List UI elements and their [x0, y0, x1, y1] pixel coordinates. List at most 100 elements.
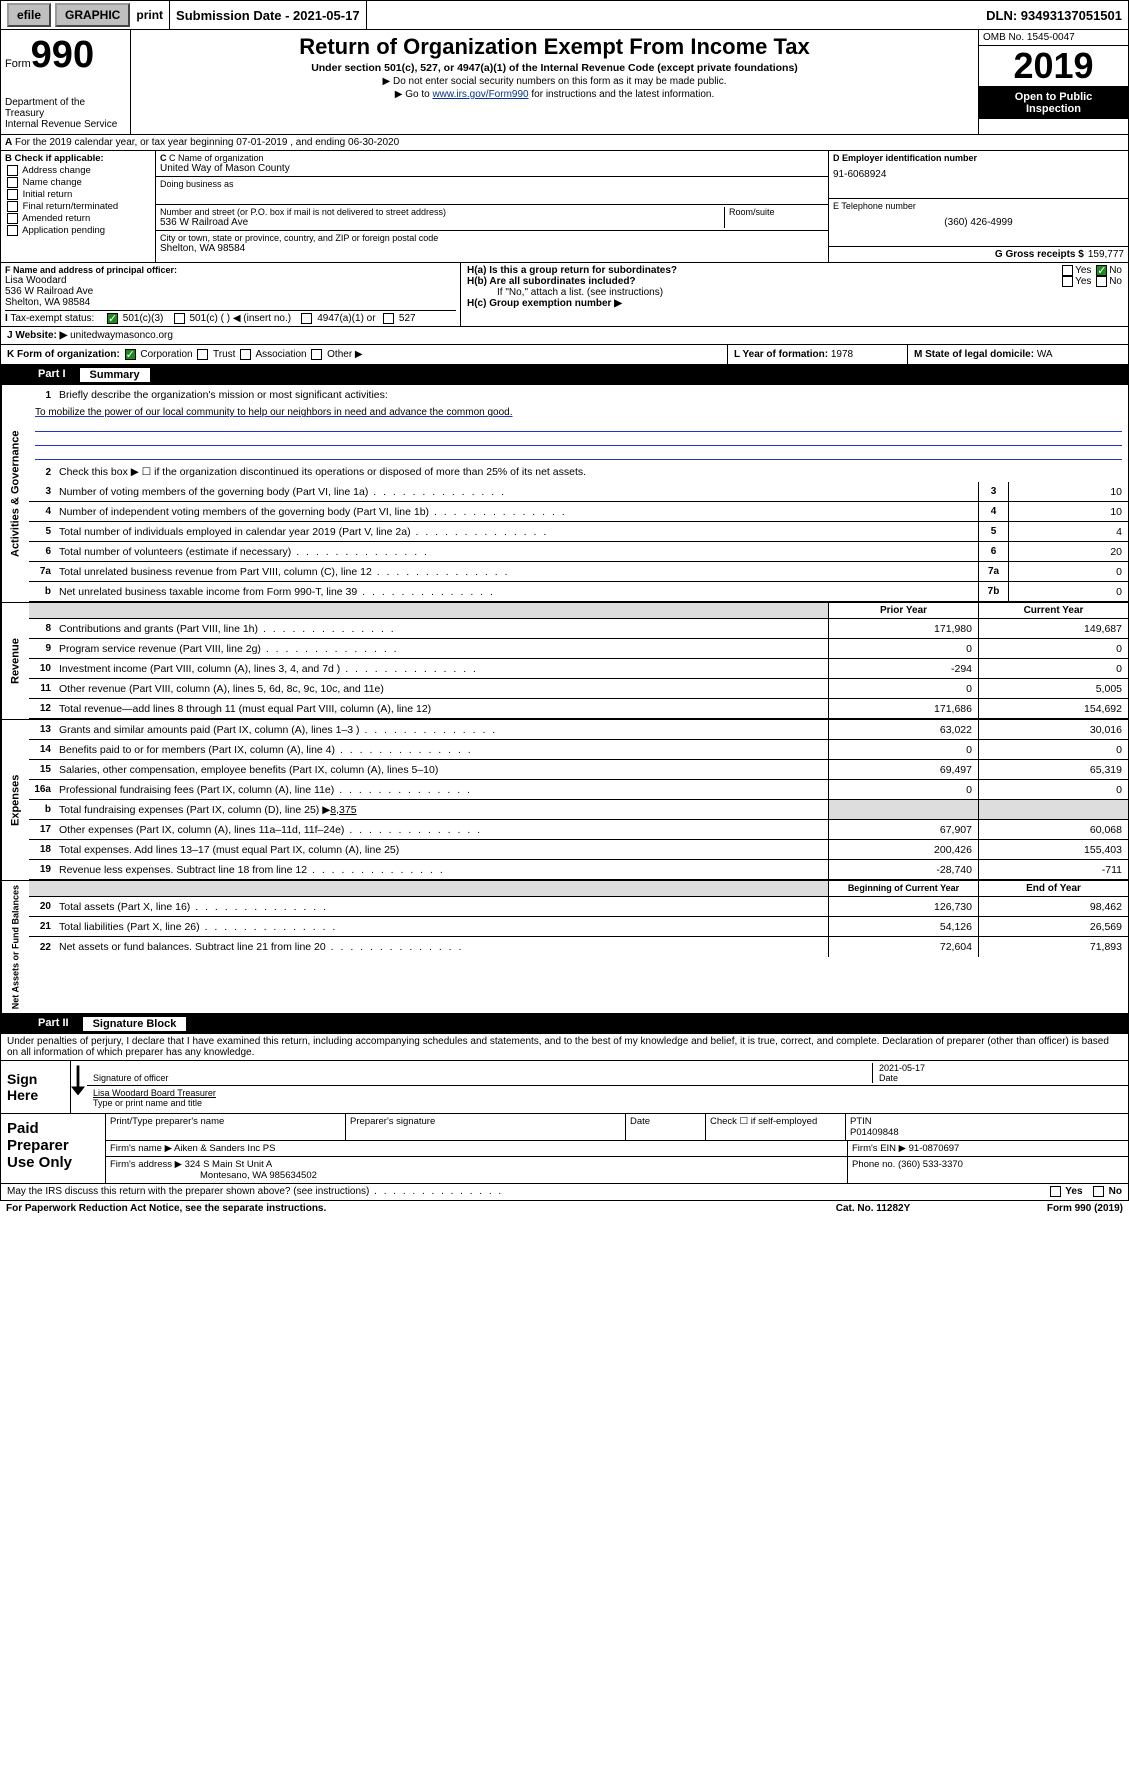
v16b: 8,375: [330, 804, 356, 816]
print-label[interactable]: print: [136, 8, 163, 22]
firm-ein: Firm's EIN ▶ 91-0870697: [848, 1141, 1128, 1156]
chk-amended[interactable]: Amended return: [5, 213, 151, 224]
p11: 0: [828, 679, 978, 698]
ein-box: D Employer identification number 91-6068…: [829, 151, 1128, 199]
firm-phone: Phone no. (360) 533-3370: [848, 1157, 1128, 1183]
city-box: City or town, state or province, country…: [156, 231, 828, 256]
line3-desc: Number of voting members of the governin…: [57, 484, 978, 500]
prep-date: Date: [626, 1114, 706, 1140]
omb-number: OMB No. 1545-0047: [979, 30, 1128, 46]
prior-year-header: Prior Year: [828, 603, 978, 618]
row-a: A For the 2019 calendar year, or tax yea…: [0, 135, 1129, 151]
c11: 5,005: [978, 679, 1128, 698]
col-cde: C C Name of organization United Way of M…: [156, 151, 828, 262]
c8: 149,687: [978, 619, 1128, 638]
chk-4947[interactable]: [301, 313, 312, 324]
submission-date: Submission Date - 2021-05-17: [170, 1, 367, 29]
begin-header: Beginning of Current Year: [828, 881, 978, 896]
netassets-section: Net Assets or Fund Balances Beginning of…: [0, 880, 1129, 1014]
line20-desc: Total assets (Part X, line 16): [57, 899, 828, 915]
line12-desc: Total revenue—add lines 8 through 11 (mu…: [57, 701, 828, 717]
chk-527[interactable]: [383, 313, 394, 324]
ha-yes[interactable]: [1062, 265, 1073, 276]
line21-desc: Total liabilities (Part X, line 26): [57, 919, 828, 935]
prep-sig: Preparer's signature: [346, 1114, 626, 1140]
ein-value: 91-6068924: [833, 169, 1124, 180]
perjury-text: Under penalties of perjury, I declare th…: [1, 1034, 1128, 1060]
open-public: Open to Public Inspection: [979, 86, 1128, 119]
c21: 26,569: [978, 917, 1128, 936]
chk-other[interactable]: [311, 349, 322, 360]
ha-label: H(a) Is this a group return for subordin…: [467, 265, 677, 276]
chk-pending[interactable]: Application pending: [5, 225, 151, 236]
chk-name[interactable]: Name change: [5, 177, 151, 188]
discuss-row: May the IRS discuss this return with the…: [0, 1184, 1129, 1200]
col-h: H(a) Is this a group return for subordin…: [461, 263, 1128, 326]
c20: 98,462: [978, 897, 1128, 916]
hb-yes[interactable]: [1062, 276, 1073, 287]
line17-desc: Other expenses (Part IX, column (A), lin…: [57, 822, 828, 838]
v6: 20: [1008, 542, 1128, 561]
chk-address[interactable]: Address change: [5, 165, 151, 176]
chk-501c3[interactable]: [107, 313, 118, 324]
discuss-yes[interactable]: [1050, 1186, 1061, 1197]
p14: 0: [828, 740, 978, 759]
c16a: 0: [978, 780, 1128, 799]
col-b: B Check if applicable: Address change Na…: [1, 151, 156, 262]
org-name-box: C C Name of organization United Way of M…: [156, 151, 828, 177]
b-label: B Check if applicable:: [5, 153, 104, 164]
chk-initial[interactable]: Initial return: [5, 189, 151, 200]
officer-addr1: 536 W Railroad Ave: [5, 286, 456, 297]
line16a-desc: Professional fundraising fees (Part IX, …: [57, 782, 828, 798]
paid-preparer-section: Paid Preparer Use Only Print/Type prepar…: [0, 1114, 1129, 1184]
footer: For Paperwork Reduction Act Notice, see …: [0, 1201, 1129, 1216]
line11-desc: Other revenue (Part VIII, column (A), li…: [57, 681, 828, 697]
irs-link[interactable]: www.irs.gov/Form990: [432, 89, 528, 100]
c14: 0: [978, 740, 1128, 759]
row-fh: F Name and address of principal officer:…: [0, 263, 1129, 327]
v7b: 0: [1008, 582, 1128, 601]
c12: 154,692: [978, 699, 1128, 718]
row-klm: K Form of organization: Corporation Trus…: [0, 345, 1129, 365]
line19-desc: Revenue less expenses. Subtract line 18 …: [57, 862, 828, 878]
part1-header: Part I Summary: [0, 365, 1129, 385]
street-address: 536 W Railroad Ave: [160, 217, 724, 228]
chk-assoc[interactable]: [240, 349, 251, 360]
officer-addr2: Shelton, WA 98584: [5, 297, 456, 308]
sig-date: 2021-05-17Date: [872, 1063, 1122, 1083]
prior-current-header: Prior Year Current Year: [29, 603, 1128, 619]
header-right: OMB No. 1545-0047 2019 Open to Public In…: [978, 30, 1128, 134]
tax-year: 2019: [979, 46, 1128, 86]
paid-label: Paid Preparer Use Only: [1, 1114, 106, 1183]
dept-treasury: Department of the Treasury Internal Reve…: [5, 97, 126, 130]
p9: 0: [828, 639, 978, 658]
col-l: L Year of formation: 1978: [728, 345, 908, 364]
room-label: Room/suite: [729, 207, 824, 217]
line7a-desc: Total unrelated business revenue from Pa…: [57, 564, 978, 580]
arrow-icon: [71, 1065, 85, 1095]
revenue-section: Revenue Prior Year Current Year 8Contrib…: [0, 602, 1129, 719]
chk-corp[interactable]: [125, 349, 136, 360]
officer-signature: Signature of officer: [93, 1063, 872, 1083]
form-no: Form 990 (2019): [973, 1203, 1123, 1214]
ha-no[interactable]: [1096, 265, 1107, 276]
c18: 155,403: [978, 840, 1128, 859]
line8-desc: Contributions and grants (Part VIII, lin…: [57, 621, 828, 637]
line6-desc: Total number of volunteers (estimate if …: [57, 544, 978, 560]
col-m: M State of legal domicile: WA: [908, 345, 1128, 364]
chk-trust[interactable]: [197, 349, 208, 360]
efile-button[interactable]: efile: [7, 3, 51, 27]
graphic-button[interactable]: GRAPHIC: [55, 3, 130, 27]
discuss-no[interactable]: [1093, 1186, 1104, 1197]
header-center: Return of Organization Exempt From Incom…: [131, 30, 978, 134]
hb-label: H(b) Are all subordinates included?: [467, 276, 636, 287]
chk-501c[interactable]: [174, 313, 185, 324]
hb-no[interactable]: [1096, 276, 1107, 287]
chk-final[interactable]: Final return/terminated: [5, 201, 151, 212]
expenses-section: Expenses 13Grants and similar amounts pa…: [0, 719, 1129, 880]
p20: 126,730: [828, 897, 978, 916]
gross-receipts: G Gross receipts $ 159,777: [829, 247, 1128, 262]
side-label-rev: Revenue: [1, 603, 29, 719]
cat-no: Cat. No. 11282Y: [773, 1203, 973, 1214]
row-i: I Tax-exempt status: 501(c)(3) 501(c) ( …: [5, 310, 456, 324]
